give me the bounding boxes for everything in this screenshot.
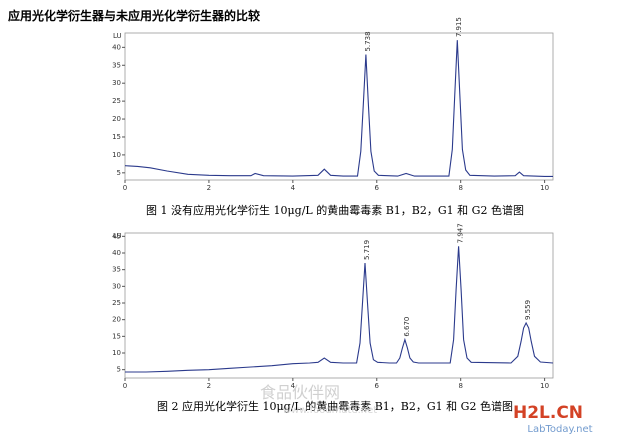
- caption: 图 2 应用光化学衍生 10μg/L 的黄曲霉毒素 B1，B2，G1 和 G2 …: [157, 399, 513, 413]
- peak-label: 7.947: [456, 223, 464, 243]
- y-tick-label: 40: [112, 43, 121, 51]
- peak-label: 9.559: [524, 300, 532, 320]
- y-tick-label: 20: [112, 316, 121, 324]
- peak-label: 7.915: [455, 17, 463, 37]
- heading: 应用光化学衍生器与未应用光化学衍生器的比较: [8, 8, 260, 23]
- peak-label: 5.719: [363, 240, 371, 260]
- y-tick-label: 5: [117, 169, 121, 177]
- watermark: www.foodmate.net: [283, 405, 378, 416]
- y-axis-label: LU: [113, 32, 122, 40]
- watermark: LabToday.net: [527, 424, 592, 435]
- y-axis-label: LU: [113, 232, 122, 240]
- y-tick-label: 30: [112, 79, 121, 87]
- y-tick-label: 15: [112, 133, 121, 141]
- y-tick-label: 25: [112, 97, 121, 105]
- trace: [124, 40, 553, 177]
- x-tick-label: 2: [207, 382, 211, 390]
- y-tick-label: 30: [112, 282, 121, 290]
- x-tick-label: 2: [207, 184, 211, 192]
- watermark: 食品伙伴网: [260, 383, 340, 402]
- x-tick-label: 8: [458, 382, 462, 390]
- x-tick-label: 6: [375, 184, 380, 192]
- x-tick-label: 6: [375, 382, 380, 390]
- y-tick-label: 35: [112, 266, 121, 274]
- x-tick-label: 0: [123, 382, 127, 390]
- caption: 图 1 没有应用光化学衍生 10μg/L 的黄曲霉毒素 B1，B2，G1 和 G…: [146, 203, 524, 217]
- x-tick-label: 10: [540, 184, 549, 192]
- y-tick-label: 20: [112, 115, 121, 123]
- y-tick-label: 10: [112, 349, 121, 357]
- plot-frame: [124, 232, 554, 379]
- watermark: H2L.CN: [513, 403, 583, 423]
- peak-label: 5.738: [364, 31, 372, 51]
- x-tick-label: 0: [123, 184, 127, 192]
- trace: [125, 246, 554, 373]
- x-tick-label: 4: [291, 382, 296, 390]
- plot-frame: [124, 32, 554, 181]
- y-tick-label: 40: [112, 249, 121, 257]
- x-tick-label: 8: [458, 184, 462, 192]
- y-tick-label: 15: [112, 332, 121, 340]
- y-tick-label: 10: [112, 151, 121, 159]
- x-tick-label: 4: [291, 184, 296, 192]
- peak-label: 6.670: [403, 317, 411, 337]
- y-tick-label: 25: [112, 299, 121, 307]
- y-tick-label: 35: [112, 61, 121, 69]
- y-tick-label: 5: [117, 366, 121, 374]
- y-tick-label: 45: [112, 232, 121, 240]
- x-tick-label: 10: [540, 382, 549, 390]
